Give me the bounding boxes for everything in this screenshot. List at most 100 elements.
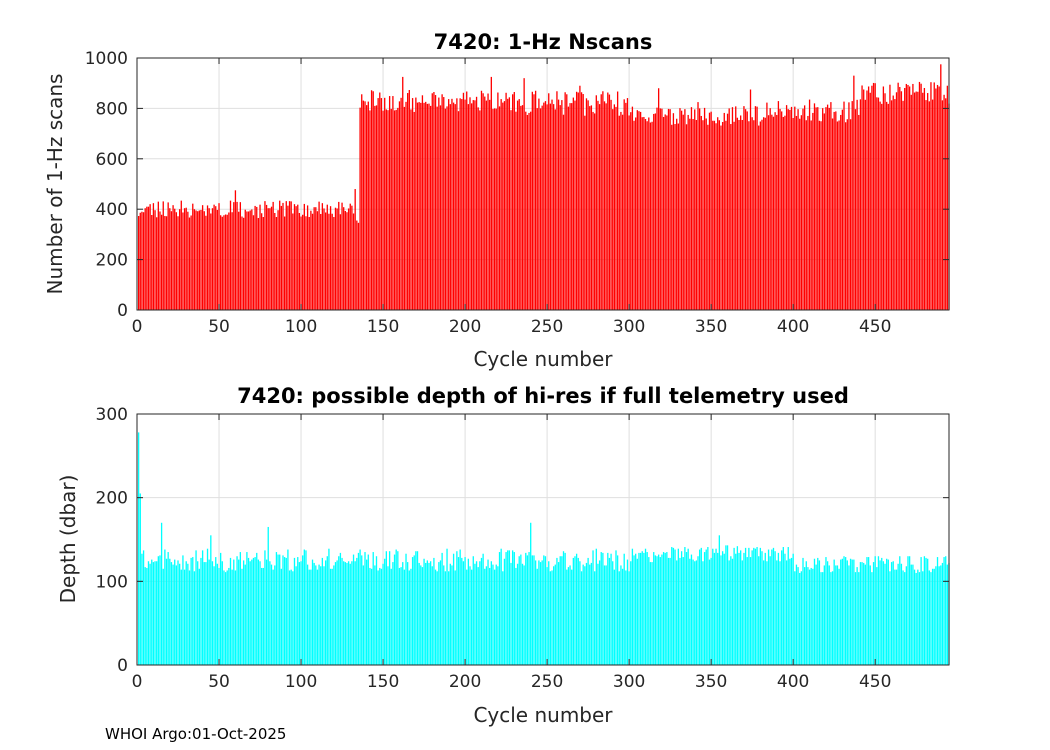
bottom-chart-bar xyxy=(700,547,702,665)
top-chart-bar xyxy=(838,120,840,310)
bottom-chart-bar xyxy=(433,557,435,665)
top-chart-bar xyxy=(626,98,629,311)
top-chart-bar xyxy=(817,107,819,310)
top-chart-bar xyxy=(771,114,773,310)
bottom-chart-bar xyxy=(295,566,297,665)
bottom-chart-bar xyxy=(480,557,483,665)
bottom-chart-bar xyxy=(592,550,594,665)
top-chart-bar xyxy=(940,64,942,310)
bottom-chart-bar xyxy=(854,572,857,665)
bottom-chart-bar xyxy=(269,561,271,665)
bottom-chart-bar xyxy=(759,547,762,665)
top-chart-bar xyxy=(935,88,937,310)
top-chart-bar xyxy=(197,211,199,310)
bottom-chart-bar xyxy=(735,553,737,665)
bottom-chart-bar xyxy=(805,561,807,665)
top-chart-bar xyxy=(239,202,242,310)
bottom-chart-bar xyxy=(439,560,442,665)
top-chart-bar xyxy=(840,114,842,311)
bottom-chart-ticks: 0 50 100 150 200 250 300 350 400 450 0 100 200 300 xyxy=(96,405,949,692)
bottom-chart-bar xyxy=(562,551,565,665)
top-chart-bar xyxy=(390,108,392,311)
top-chart-bar xyxy=(882,86,885,310)
top-chart-bar xyxy=(354,189,356,310)
bottom-chart-bar xyxy=(572,557,575,665)
top-chart-bar xyxy=(761,119,763,311)
top-chart-bar xyxy=(470,103,473,310)
top-chart-bar xyxy=(751,117,753,310)
bottom-chart-bar xyxy=(411,557,414,665)
bottom-chart-bar xyxy=(603,565,606,665)
bottom-chart-bar xyxy=(380,568,383,665)
top-chart-bar xyxy=(220,215,222,310)
top-chart-bar xyxy=(267,208,269,310)
bottom-chart-bar xyxy=(721,551,724,665)
top-chart-bar xyxy=(149,204,151,310)
top-chart-bar xyxy=(175,212,178,310)
bottom-chart-bar xyxy=(771,549,773,665)
top-chart-bar xyxy=(615,106,617,310)
top-chart-bar xyxy=(818,120,821,310)
bottom-chart-bar xyxy=(228,567,230,665)
bottom-chart-bar xyxy=(170,562,173,665)
bottom-chart-bar xyxy=(137,432,140,665)
top-chart-bar xyxy=(549,103,552,310)
top-chart-bar xyxy=(910,94,912,311)
bottom-chart-bar xyxy=(836,565,839,665)
bottom-chart-bar xyxy=(625,570,627,665)
top-chart-bar xyxy=(651,121,653,310)
top-chart-bar xyxy=(659,108,661,311)
bottom-chart-bar xyxy=(485,566,488,665)
top-chart-bar xyxy=(379,92,381,310)
bottom-chart-bar xyxy=(774,551,776,665)
top-chart-bar xyxy=(456,98,458,310)
top-chart-bar xyxy=(858,114,860,311)
top-chart-bar xyxy=(479,110,481,310)
bottom-chart-bar xyxy=(444,571,447,665)
bottom-chart-bar xyxy=(731,558,734,665)
bottom-chart-bar xyxy=(580,571,583,665)
top-chart-bar xyxy=(918,81,921,310)
top-chart-bar xyxy=(451,98,453,310)
top-chart-bar xyxy=(746,111,748,310)
top-chart-bar xyxy=(833,111,835,310)
bottom-chart-bar xyxy=(216,563,219,665)
bottom-chart-bar xyxy=(723,553,725,665)
bottom-chart-bar xyxy=(707,547,709,665)
bottom-chart-bar xyxy=(526,555,529,665)
bottom-chart-bar xyxy=(761,551,763,665)
bottom-chart-bar xyxy=(436,571,438,665)
bottom-chart-bar xyxy=(767,549,770,665)
top-chart-bar xyxy=(863,89,865,310)
bottom-chart-bar xyxy=(218,567,220,665)
bottom-chart-bar xyxy=(907,556,909,665)
bottom-chart-bar xyxy=(582,564,584,665)
bottom-chart-bar xyxy=(644,548,647,665)
top-chart-bar xyxy=(315,207,317,310)
bottom-chart-bar xyxy=(300,561,302,665)
bottom-chart-bar xyxy=(434,569,437,665)
bottom-chart-bar xyxy=(615,550,617,665)
bottom-chart-bar xyxy=(484,568,486,665)
bottom-chart-bar xyxy=(933,568,935,665)
bottom-chart-bar xyxy=(882,561,885,665)
bottom-chart-bar xyxy=(338,556,340,665)
bottom-chart-bar xyxy=(549,571,552,665)
bottom-chart-bar xyxy=(616,555,619,665)
top-chart-bar xyxy=(357,222,360,310)
top-chart-bar xyxy=(853,75,855,310)
bottom-chart-bar xyxy=(431,566,433,665)
top-chart-bar xyxy=(913,92,916,310)
bottom-chart-bar xyxy=(474,563,476,665)
bottom-chart-bar xyxy=(352,554,355,665)
top-chart-bar xyxy=(672,113,675,310)
top-chart-bar xyxy=(922,92,924,310)
bottom-chart-bar xyxy=(241,568,243,665)
bottom-chart-bar xyxy=(459,549,461,665)
bottom-chart-bar xyxy=(669,557,671,665)
bottom-chart-bar xyxy=(405,553,407,665)
bottom-chart-bar xyxy=(551,570,553,665)
top-chart-bar xyxy=(446,106,448,310)
top-chart-bar xyxy=(306,205,309,310)
bottom-chart-bar xyxy=(794,571,796,665)
